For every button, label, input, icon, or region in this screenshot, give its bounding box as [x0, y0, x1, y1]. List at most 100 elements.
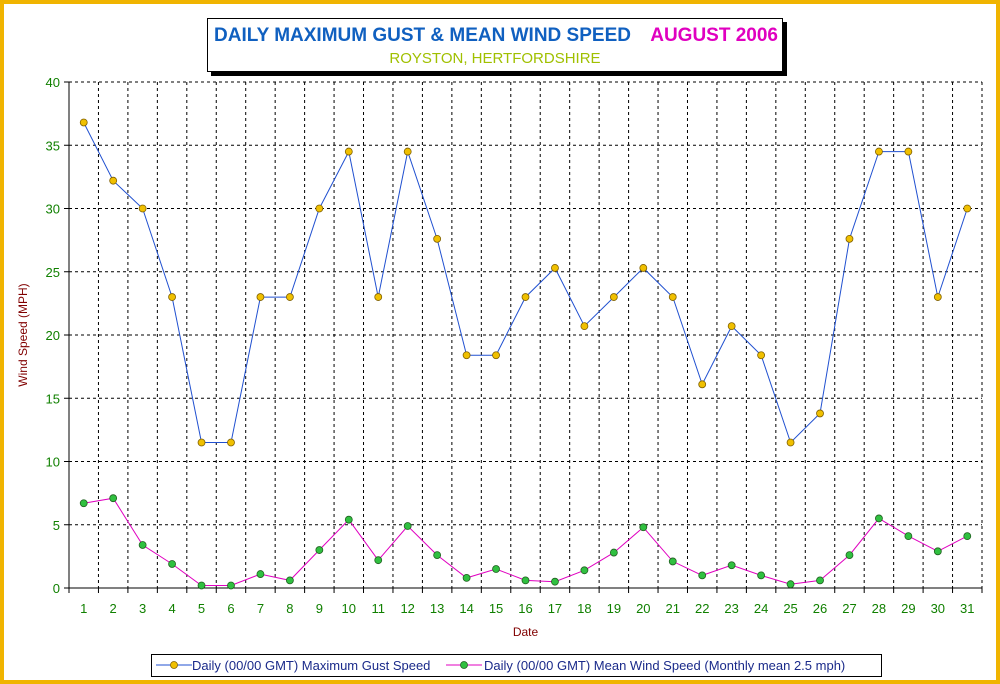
data-point-gust — [609, 293, 618, 301]
x-tick-label: 11 — [371, 601, 385, 616]
data-point-mean — [256, 570, 265, 578]
data-point-mean — [344, 515, 353, 524]
data-point-mean — [227, 581, 235, 590]
chart-title: DAILY MAXIMUM GUST & MEAN WIND SPEED — [214, 25, 631, 46]
x-tick-label: 22 — [695, 601, 709, 616]
data-point-gust — [138, 204, 147, 213]
data-point-mean — [609, 548, 618, 557]
data-point-mean — [79, 499, 88, 508]
x-tick-label: 21 — [666, 601, 680, 616]
x-tick-label: 27 — [842, 601, 856, 616]
data-point-mean — [933, 547, 942, 556]
x-tick-label: 17 — [548, 601, 562, 616]
x-tick-label: 16 — [518, 601, 532, 616]
data-point-mean — [786, 580, 795, 589]
y-axis-label: Wind Speed (MPH) — [16, 283, 30, 386]
data-point-mean — [285, 576, 294, 585]
data-point-mean — [875, 514, 883, 523]
x-tick-label: 24 — [754, 601, 768, 616]
data-point-mean — [403, 522, 412, 530]
x-tick-label: 7 — [257, 601, 264, 616]
data-point-mean — [551, 577, 559, 586]
y-tick-label: 30 — [46, 202, 60, 217]
x-tick-label: 19 — [607, 601, 621, 616]
y-tick-label: 20 — [46, 328, 60, 343]
x-tick-label: 6 — [227, 601, 234, 616]
data-point-gust — [462, 351, 471, 360]
data-point-gust — [639, 264, 648, 272]
x-tick-label: 5 — [198, 601, 205, 616]
x-tick-label: 25 — [783, 601, 797, 616]
y-tick-label: 40 — [46, 75, 60, 90]
data-point-gust — [551, 264, 559, 272]
data-point-gust — [403, 147, 412, 156]
legend-label-gust: Daily (00/00 GMT) Maximum Gust Speed — [192, 658, 431, 673]
data-point-mean — [109, 494, 118, 503]
legend-label-mean: Daily (00/00 GMT) Mean Wind Speed (Month… — [484, 658, 846, 673]
data-point-mean — [433, 551, 442, 560]
data-point-mean — [904, 532, 913, 541]
data-point-gust — [492, 351, 500, 360]
x-tick-label: 26 — [813, 601, 827, 616]
y-tick-label: 5 — [53, 518, 60, 533]
x-tick-label: 15 — [489, 601, 503, 616]
x-tick-label: 28 — [872, 601, 886, 616]
data-point-mean — [698, 571, 707, 580]
data-point-mean — [668, 557, 677, 566]
y-tick-label: 10 — [46, 455, 60, 470]
x-tick-label: 2 — [110, 601, 117, 616]
data-point-mean — [963, 532, 972, 541]
data-point-gust — [315, 204, 324, 213]
data-point-mean — [315, 546, 324, 554]
data-point-gust — [816, 409, 824, 418]
data-point-mean — [374, 556, 383, 565]
data-point-mean — [816, 576, 824, 585]
data-point-mean — [757, 571, 766, 580]
data-point-mean — [462, 573, 471, 582]
chart-month: AUGUST 2006 — [650, 25, 778, 46]
data-point-gust — [168, 293, 176, 301]
x-tick-label: 13 — [430, 601, 444, 616]
data-point-gust — [933, 293, 942, 301]
data-point-mean — [727, 561, 736, 570]
data-point-gust — [698, 380, 707, 389]
x-tick-label: 9 — [316, 601, 323, 616]
x-tick-label: 3 — [139, 601, 146, 616]
x-tick-label: 23 — [724, 601, 738, 616]
data-point-gust — [845, 234, 854, 243]
data-point-gust — [109, 176, 118, 185]
data-point-gust — [727, 322, 736, 331]
data-point-gust — [374, 293, 383, 301]
data-point-mean — [197, 581, 206, 590]
data-point-gust — [580, 322, 589, 331]
data-point-mean — [168, 560, 176, 568]
chart-subtitle: ROYSTON, HERTFORDSHIRE — [389, 50, 601, 67]
x-tick-label: 14 — [459, 601, 473, 616]
x-tick-label: 12 — [400, 601, 414, 616]
data-point-gust — [197, 438, 206, 447]
x-tick-label: 30 — [931, 601, 945, 616]
data-point-gust — [757, 351, 766, 360]
title-box: DAILY MAXIMUM GUST & MEAN WIND SPEED AUG… — [207, 18, 783, 72]
data-point-gust — [963, 204, 972, 213]
x-tick-label: 18 — [577, 601, 591, 616]
data-point-gust — [79, 118, 88, 127]
data-point-gust — [256, 293, 265, 301]
data-point-gust — [668, 293, 677, 301]
x-tick-label: 20 — [636, 601, 650, 616]
data-point-gust — [227, 438, 235, 447]
y-tick-label: 25 — [46, 265, 60, 280]
data-point-gust — [875, 147, 883, 156]
series-line-mean — [83, 497, 968, 586]
data-point-gust — [904, 147, 913, 156]
data-point-gust — [786, 438, 795, 447]
legend-swatch-mean — [446, 661, 482, 669]
data-point-gust — [285, 293, 294, 301]
data-point-mean — [845, 551, 854, 560]
legend-swatch-gust — [156, 661, 192, 669]
data-point-gust — [344, 147, 353, 156]
chart-legend: Daily (00/00 GMT) Maximum Gust Speed Dai… — [151, 654, 882, 677]
data-point-mean — [639, 523, 648, 532]
